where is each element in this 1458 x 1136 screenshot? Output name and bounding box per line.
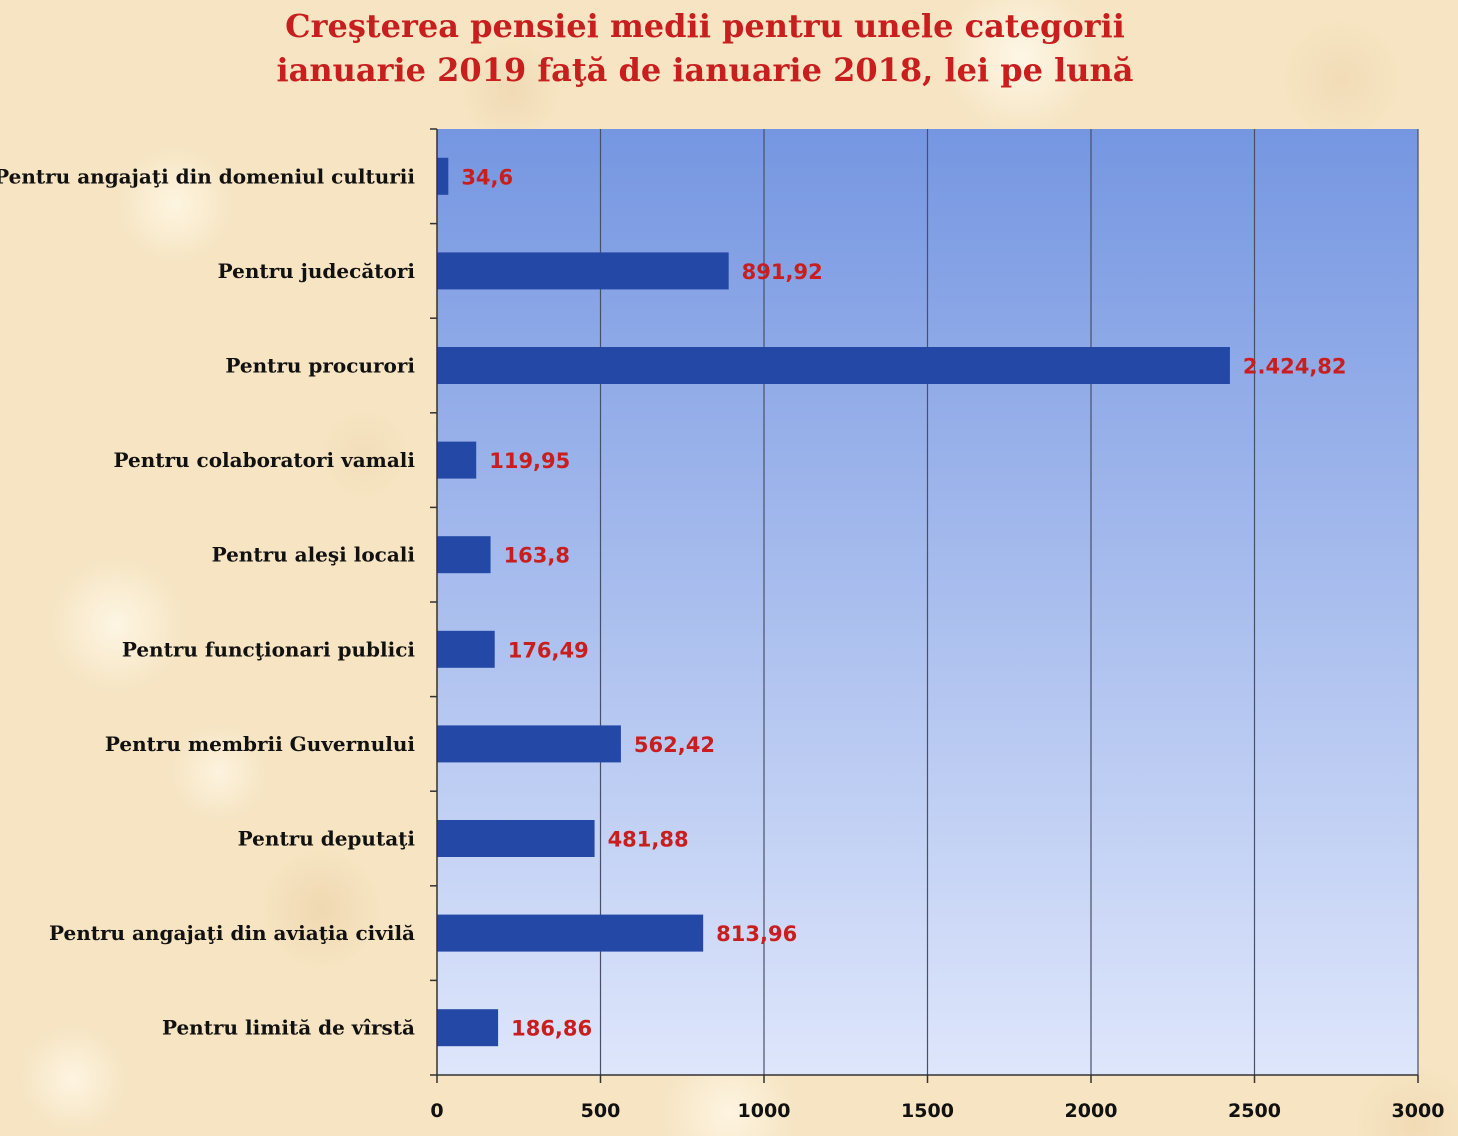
data-label: 891,92 — [742, 260, 823, 284]
data-label: 481,88 — [608, 828, 689, 852]
chart-title: Creşterea pensiei medii pentru unele cat… — [0, 4, 1410, 92]
category-label: Pentru limită de vîrstă — [162, 1016, 415, 1040]
x-tick-label: 500 — [581, 1100, 621, 1122]
data-label: 2.424,82 — [1243, 355, 1347, 379]
chart-title-line-1: Creşterea pensiei medii pentru unele cat… — [285, 7, 1125, 45]
bar — [437, 157, 449, 195]
bar — [437, 1009, 499, 1047]
category-label: Pentru deputaţi — [238, 827, 416, 851]
data-label: 163,8 — [504, 544, 570, 568]
data-label: 186,86 — [511, 1017, 592, 1041]
x-tick-label: 2500 — [1228, 1100, 1281, 1122]
bar — [437, 820, 595, 857]
category-label: Pentru angajaţi din domeniul culturii — [0, 164, 415, 188]
x-tick-label: 1000 — [738, 1100, 791, 1122]
data-label: 176,49 — [508, 638, 589, 662]
category-label: Pentru judecători — [218, 259, 416, 283]
bar — [437, 441, 477, 479]
bar — [437, 252, 729, 290]
data-label: 34,6 — [461, 165, 513, 189]
x-tick-label: 3000 — [1392, 1100, 1445, 1122]
bar — [437, 725, 621, 763]
data-label: 813,96 — [716, 922, 797, 946]
x-tick-label: 1500 — [901, 1100, 954, 1122]
bar — [437, 630, 495, 668]
x-tick-label: 2000 — [1065, 1100, 1118, 1122]
bar — [437, 914, 704, 952]
data-label: 562,42 — [634, 733, 715, 757]
x-tick-label: 0 — [430, 1100, 443, 1122]
chart-title-line-2: ianuarie 2019 faţă de ianuarie 2018, lei… — [276, 51, 1134, 89]
category-label: Pentru membrii Guvernului — [105, 732, 416, 756]
axes — [430, 128, 1419, 1083]
data-label: 119,95 — [489, 449, 570, 473]
category-label: Pentru colaboratori vamali — [113, 448, 415, 472]
category-label: Pentru funcţionari publici — [122, 637, 416, 661]
bars — [437, 157, 1230, 1047]
labels: 0 500 1000 1500 2000 2500 3000 Pentru angajaţi … — [0, 164, 1444, 1122]
category-label: Pentru angajaţi din aviaţia civilă — [49, 921, 415, 945]
category-label: Pentru procurori — [225, 354, 415, 378]
bar — [437, 536, 491, 574]
category-label: Pentru aleşi locali — [212, 543, 416, 567]
bar — [437, 347, 1230, 384]
